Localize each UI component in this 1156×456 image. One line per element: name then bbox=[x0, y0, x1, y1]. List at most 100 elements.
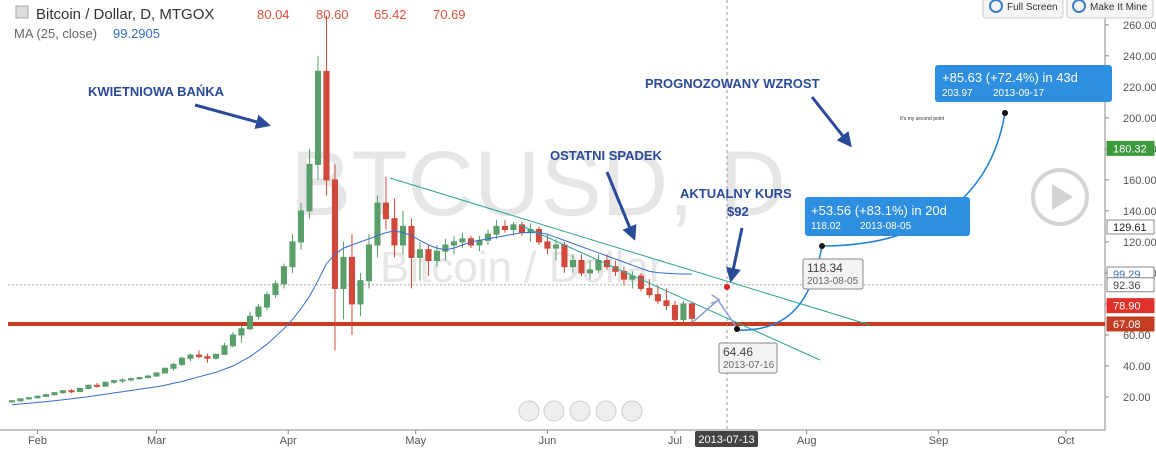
arrow bbox=[726, 227, 744, 283]
annotation: KWIETNIOWA BAŃKA bbox=[88, 84, 225, 99]
candle-body bbox=[212, 353, 220, 359]
zoom-controls bbox=[518, 400, 643, 422]
candle-body bbox=[170, 363, 177, 369]
projection-date: 2013-09-17 bbox=[993, 88, 1045, 99]
y-tick-label: 260.00 bbox=[1123, 20, 1156, 32]
candle-body bbox=[408, 225, 415, 258]
candle-body bbox=[272, 283, 279, 296]
candle-body bbox=[136, 377, 143, 380]
candle-body bbox=[450, 241, 458, 246]
x-tick-label: Apr bbox=[280, 435, 297, 447]
candle-body bbox=[459, 238, 466, 243]
candle-body bbox=[119, 379, 126, 382]
projection-box bbox=[935, 65, 1112, 102]
y-tick-label: 160.00 bbox=[1123, 175, 1156, 187]
price-tag-label: 129.61 bbox=[1113, 222, 1147, 234]
candle-body bbox=[569, 260, 576, 268]
candle-body bbox=[246, 315, 254, 330]
ohlc-low: 65.42 bbox=[374, 7, 407, 22]
candle-body bbox=[34, 395, 41, 399]
candle-body bbox=[646, 287, 653, 296]
candle-body bbox=[595, 260, 602, 271]
ohlc-open: 80.04 bbox=[257, 7, 290, 22]
x-tick-label: May bbox=[405, 435, 426, 447]
x-tick-label: Mar bbox=[147, 435, 166, 447]
candle-body bbox=[187, 354, 194, 359]
callout-price: 64.46 bbox=[723, 345, 753, 359]
candle-body bbox=[42, 394, 50, 397]
candle-body bbox=[76, 387, 84, 393]
candle-body bbox=[493, 225, 500, 235]
candle-body bbox=[255, 306, 262, 317]
price-tag bbox=[1106, 298, 1155, 314]
annotation: PROGNOZOWANY WZROST bbox=[645, 76, 820, 91]
crosshair-label-box bbox=[695, 431, 758, 447]
symbol-icon bbox=[15, 5, 29, 19]
scroll-left[interactable] bbox=[518, 400, 540, 422]
button-label: Make It Mine bbox=[1090, 2, 1148, 13]
play-button[interactable] bbox=[1031, 168, 1089, 226]
projection-date: 2013-08-05 bbox=[860, 221, 912, 232]
candle-body bbox=[680, 303, 687, 320]
annotation: AKTUALNY KURS bbox=[680, 186, 792, 201]
price-tag bbox=[1106, 140, 1155, 156]
candle-body bbox=[280, 266, 288, 285]
crosshair-label: 2013-07-13 bbox=[698, 434, 754, 446]
annotation: It's my second point bbox=[900, 116, 945, 122]
zoom-out[interactable] bbox=[543, 400, 565, 422]
price-tag bbox=[1106, 316, 1155, 332]
trend-line bbox=[389, 177, 871, 326]
x-tick-label: Oct bbox=[1057, 435, 1074, 447]
y-tick-label: 240.00 bbox=[1123, 51, 1156, 63]
candle-body bbox=[357, 280, 364, 305]
candle-body bbox=[153, 372, 160, 377]
price-tag-label: 67.08 bbox=[1113, 319, 1141, 331]
price-tag bbox=[1106, 277, 1155, 293]
candle-body bbox=[85, 384, 92, 389]
indicator-name: MA (25, close) bbox=[14, 26, 97, 41]
candle-body bbox=[8, 400, 16, 403]
point bbox=[819, 243, 825, 249]
make-it-mine-button[interactable]: Make It Mine bbox=[1066, 0, 1154, 19]
candle-body bbox=[399, 225, 407, 246]
current-point bbox=[724, 284, 730, 290]
candle-body bbox=[442, 244, 449, 252]
zoom-in[interactable] bbox=[595, 400, 617, 422]
candle-body bbox=[51, 392, 58, 396]
full-screen-button[interactable]: Full Screen bbox=[982, 0, 1064, 19]
candle-body bbox=[144, 375, 152, 379]
annotation: $92 bbox=[727, 204, 749, 219]
price-tag-label: 92.36 bbox=[1113, 280, 1141, 292]
candle-body bbox=[68, 390, 75, 393]
x-tick-label: Jun bbox=[539, 435, 557, 447]
drawings: KWIETNIOWA BAŃKA PROGNOZOWANY WZROST OST… bbox=[88, 0, 1112, 430]
callout-date: 2013-07-16 bbox=[723, 360, 775, 371]
header: Bitcoin / Dollar, D, MTGOX 80.04 80.60 6… bbox=[14, 5, 466, 41]
candle-body bbox=[238, 328, 245, 336]
candle-body bbox=[365, 244, 373, 282]
y-tick-label: 220.00 bbox=[1123, 82, 1156, 94]
candle-body bbox=[221, 345, 228, 355]
candle-body bbox=[425, 249, 432, 262]
candle-body bbox=[688, 303, 695, 319]
moving-average bbox=[11, 230, 692, 406]
candle-body bbox=[654, 294, 661, 302]
x-tick-label: Sep bbox=[929, 435, 949, 447]
candle-body bbox=[637, 275, 644, 289]
candle-body bbox=[289, 241, 296, 268]
candle-body bbox=[297, 210, 305, 243]
y-tick-label: 60.00 bbox=[1123, 330, 1151, 342]
candle-body bbox=[323, 70, 330, 181]
callout-price: 118.34 bbox=[807, 261, 843, 275]
candle-body bbox=[306, 163, 313, 212]
candle-body bbox=[501, 225, 509, 230]
price-tag-label: 180.32 bbox=[1113, 143, 1147, 155]
candle-body bbox=[416, 249, 424, 258]
reset[interactable] bbox=[569, 400, 591, 422]
candle-body bbox=[195, 354, 203, 358]
annotation: OSTATNI SPADEK bbox=[550, 148, 663, 163]
scroll-right[interactable] bbox=[621, 400, 643, 422]
candle-body bbox=[510, 224, 517, 230]
candle-body bbox=[229, 334, 237, 347]
